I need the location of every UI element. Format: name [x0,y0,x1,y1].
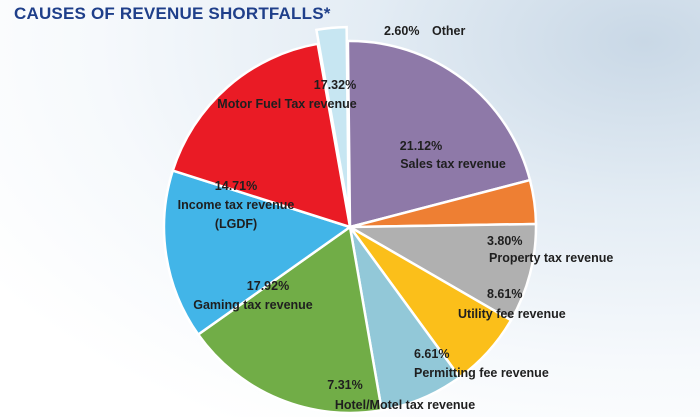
data-label-name-sales-tax-revenue: Sales tax revenue [400,157,506,171]
data-label-name-property-tax-revenue: Property tax revenue [489,251,613,265]
slice-income-tax-revenue-lgdf [162,169,353,337]
slice-gaming-tax-revenue [196,224,384,415]
data-label-name-income-tax-revenue-lgdf: Income tax revenue [178,198,295,212]
slice-motor-fuel-tax-revenue [171,42,352,229]
data-label-value-other: 2.60% [384,24,419,38]
data-label-value-property-tax-revenue: 3.80% [487,234,522,248]
slice-other [314,25,350,214]
data-label-value-income-tax-revenue-lgdf: 14.71% [215,179,257,193]
data-label-name-gaming-tax-revenue: Gaming tax revenue [193,298,313,312]
data-label-name-other: Other [432,24,465,38]
data-label-name-utility-fee-revenue: Utility fee revenue [458,307,566,321]
slice-sales-tax-revenue [346,39,532,229]
slice-utility-fee-revenue [345,222,538,322]
data-label-name-permitting-fee-revenue: Permitting fee revenue [414,366,549,380]
data-label-name-motor-fuel-tax-revenue: Motor Fuel Tax revenue [217,97,356,111]
data-label-value-utility-fee-revenue: 8.61% [487,287,522,301]
data-label-value-motor-fuel-tax-revenue: 17.32% [314,78,356,92]
chart-title: CAUSES OF REVENUE SHORTFALLS* [14,4,331,23]
data-label-name-hotel-motel-tax-revenue: Hotel/Motel tax revenue [335,398,475,412]
data-label-value-sales-tax-revenue: 21.12% [400,139,442,153]
data-label-name-income-tax-revenue-lgdf: (LGDF) [215,217,257,231]
data-label-value-permitting-fee-revenue: 6.61% [414,347,449,361]
data-label-value-hotel-motel-tax-revenue: 7.31% [327,378,362,392]
data-label-value-gaming-tax-revenue: 17.92% [247,279,289,293]
